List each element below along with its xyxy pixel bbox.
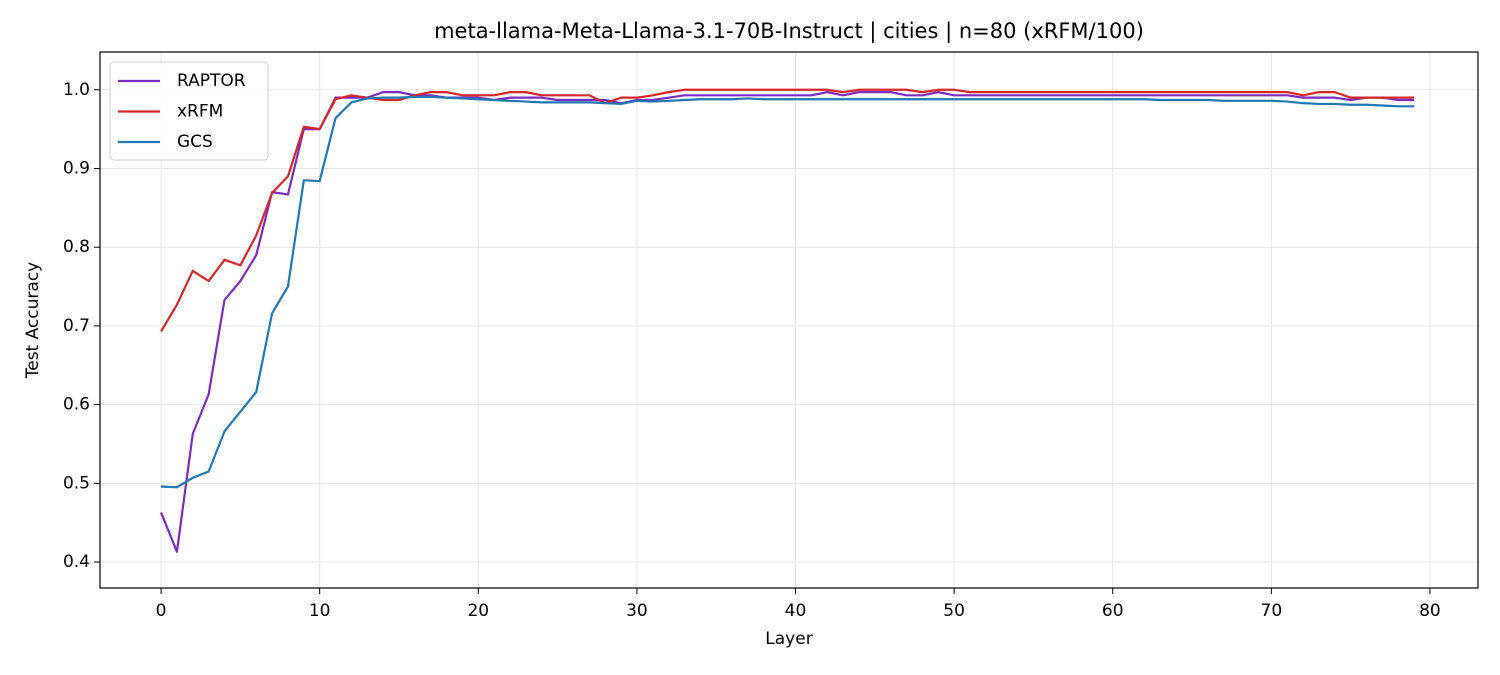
x-tick-label: 40 <box>785 601 807 621</box>
y-tick-label: 0.5 <box>63 473 90 493</box>
x-tick-label: 0 <box>156 601 167 621</box>
x-axis-label: Layer <box>765 629 812 649</box>
chart-title: meta-llama-Meta-Llama-3.1-70B-Instruct |… <box>434 19 1144 44</box>
x-tick-label: 20 <box>467 601 489 621</box>
plot-frame <box>99 51 1479 589</box>
y-axis-label: Test Accuracy <box>23 262 43 380</box>
series-line <box>160 91 1415 553</box>
legend-label: GCS <box>177 132 213 152</box>
x-tick-label: 60 <box>1102 601 1124 621</box>
x-tick-label: 50 <box>943 601 965 621</box>
legend-box <box>109 61 269 161</box>
y-tick-label: 0.8 <box>63 237 90 257</box>
y-tick-label: 0.9 <box>63 158 90 178</box>
y-tick-label: 0.7 <box>63 316 90 336</box>
x-tick-label: 80 <box>1419 601 1441 621</box>
legend-label: RAPTOR <box>177 71 246 91</box>
y-tick-label: 0.4 <box>63 552 90 572</box>
legend-label: xRFM <box>177 102 223 122</box>
series-line <box>161 95 1415 489</box>
x-tick-label: 10 <box>309 601 331 621</box>
x-tick-label: 30 <box>626 601 648 621</box>
y-tick-label: 1.0 <box>63 80 90 100</box>
y-tick-label: 0.6 <box>63 395 90 415</box>
x-tick-label: 70 <box>1261 601 1283 621</box>
